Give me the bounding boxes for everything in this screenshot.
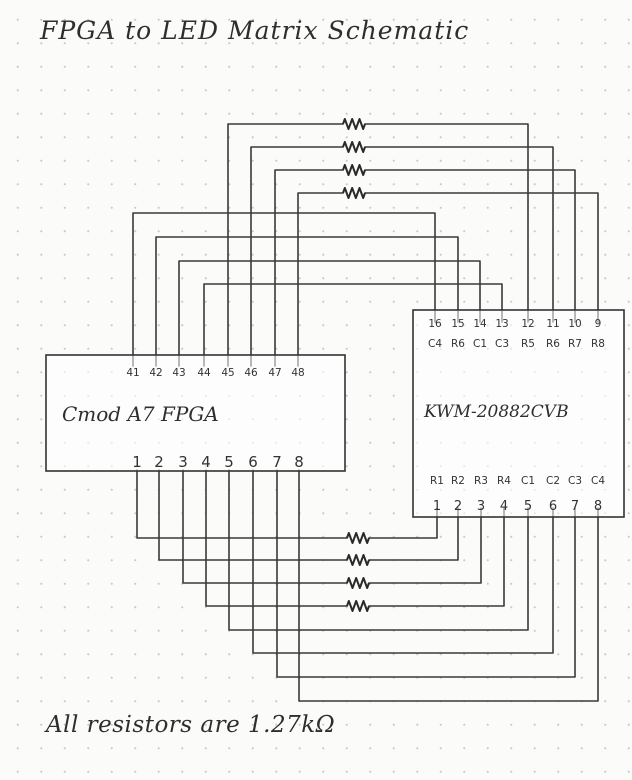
matrix-top-pin-number: 11 [546, 318, 559, 330]
resistor-top-4 [342, 187, 366, 199]
matrix-bottom-pin-number: 6 [549, 499, 557, 514]
matrix-bottom-pin-number: 8 [594, 499, 602, 514]
led-matrix-box [412, 309, 625, 518]
matrix-bottom-pin-name: C4 [591, 475, 605, 487]
wire-bottom-direct-3 [276, 469, 576, 678]
pin-labels: 41 42 43 44 45 46 47 481 2 3 4 5 6 7 816 15 14 13 12 11 10 9C… [126, 318, 605, 514]
wires [132, 123, 599, 702]
wire-top-res-left-1 [227, 123, 344, 367]
matrix-bottom-pin-number: 7 [571, 499, 579, 514]
resistor-note: All resistors are 1.27kΩ [46, 712, 336, 738]
matrix-label: KWM-20882CVB [423, 402, 569, 422]
resistor-bottom-1 [346, 532, 370, 544]
matrix-top-pin-number: 14 [473, 318, 487, 330]
matrix-top-pin-number: 16 [428, 318, 442, 330]
fpga-top-pin-label: 45 [221, 367, 234, 379]
matrix-top-pin-name: R7 [568, 338, 582, 350]
fpga-bottom-pin-label: 6 [248, 453, 258, 471]
resistor-bottom-2 [346, 554, 370, 566]
fpga-top-pin-label: 46 [244, 367, 258, 379]
page-title: FPGA to LED Matrix Schematic [40, 16, 470, 45]
fpga-box [45, 354, 346, 472]
matrix-bottom-pin-name: R2 [451, 475, 465, 487]
wire-bottom-res-right-2 [368, 507, 459, 561]
matrix-bottom-pin-name: R3 [474, 475, 488, 487]
matrix-top-pin-name: R8 [591, 338, 605, 350]
matrix-bottom-pin-number: 2 [454, 499, 462, 514]
fpga-bottom-pin-label: 2 [154, 453, 164, 471]
wire-bottom-direct-2 [252, 469, 554, 654]
wire-bottom-res-right-3 [368, 507, 482, 584]
matrix-top-pin-number: 10 [568, 318, 581, 330]
matrix-bottom-pin-number: 5 [524, 499, 532, 514]
resistor-top-2 [342, 141, 366, 153]
fpga-bottom-pin-label: 4 [201, 453, 211, 471]
wire-top-direct-3 [178, 260, 481, 367]
resistor-top-3 [342, 164, 366, 176]
resistors [342, 118, 370, 612]
matrix-top-pin-number: 9 [595, 318, 602, 330]
fpga-top-pin-label: 44 [197, 367, 211, 379]
fpga-bottom-pin-label: 5 [224, 453, 234, 471]
wire-bottom-res-left-4 [205, 469, 348, 607]
fpga-bottom-pin-label: 8 [294, 453, 304, 471]
wire-bottom-direct-1 [228, 469, 529, 631]
matrix-top-pin-number: 15 [451, 318, 464, 330]
matrix-top-pin-name: C1 [473, 338, 487, 350]
matrix-top-pin-name: R6 [451, 338, 465, 350]
matrix-bottom-pin-name: C1 [521, 475, 535, 487]
matrix-bottom-pin-number: 3 [477, 499, 485, 514]
matrix-bottom-pin-name: R4 [497, 475, 511, 487]
matrix-bottom-pin-number: 4 [500, 499, 508, 514]
matrix-top-pin-name: C3 [495, 338, 509, 350]
resistor-bottom-4 [346, 600, 370, 612]
matrix-top-pin-number: 13 [495, 318, 508, 330]
fpga-label: Cmod A7 FPGA [62, 402, 219, 426]
wire-bottom-direct-4 [298, 469, 599, 702]
wire-top-res-left-4 [297, 192, 344, 367]
matrix-top-pin-name: C4 [428, 338, 442, 350]
resistor-bottom-3 [346, 577, 370, 589]
wire-bottom-res-left-2 [158, 469, 348, 561]
matrix-bottom-pin-name: C2 [546, 475, 560, 487]
fpga-top-pin-label: 43 [172, 367, 185, 379]
wire-top-res-left-3 [274, 169, 344, 367]
wire-top-res-right-4 [364, 192, 599, 323]
fpga-top-pin-label: 48 [291, 367, 304, 379]
wire-top-direct-4 [203, 283, 503, 367]
wire-top-res-right-2 [364, 146, 554, 323]
fpga-bottom-pin-label: 1 [132, 453, 142, 471]
fpga-top-pin-label: 41 [126, 367, 139, 379]
matrix-bottom-pin-number: 1 [433, 499, 441, 514]
matrix-top-pin-name: R5 [521, 338, 535, 350]
wire-top-res-right-3 [364, 169, 576, 323]
wire-bottom-res-left-3 [182, 469, 348, 584]
wire-top-direct-1 [132, 212, 436, 367]
fpga-top-pin-label: 42 [149, 367, 162, 379]
fpga-top-pin-label: 47 [268, 367, 281, 379]
fpga-bottom-pin-label: 7 [272, 453, 282, 471]
matrix-bottom-pin-name: C3 [568, 475, 582, 487]
wire-bottom-res-left-1 [136, 469, 348, 539]
wire-bottom-res-right-1 [368, 507, 438, 539]
matrix-top-pin-number: 12 [521, 318, 534, 330]
wire-top-res-right-1 [364, 123, 529, 323]
resistor-top-1 [342, 118, 366, 130]
fpga-bottom-pin-label: 3 [178, 453, 188, 471]
matrix-bottom-pin-name: R1 [430, 475, 444, 487]
wire-top-direct-2 [155, 236, 459, 367]
wire-bottom-res-right-4 [368, 507, 505, 607]
wire-top-res-left-2 [250, 146, 344, 367]
matrix-top-pin-name: R6 [546, 338, 560, 350]
